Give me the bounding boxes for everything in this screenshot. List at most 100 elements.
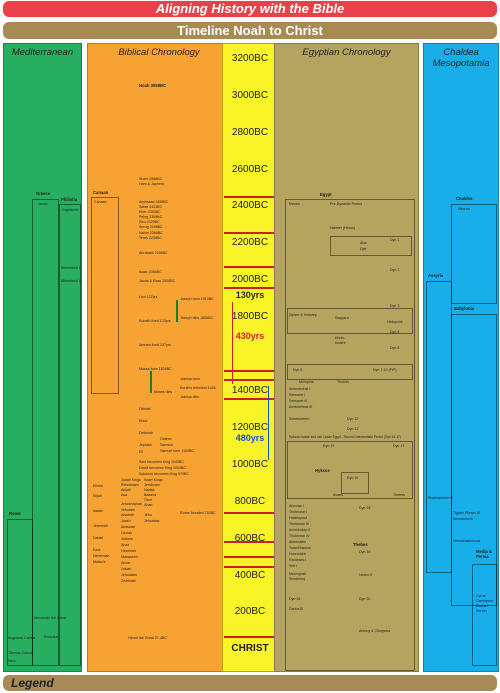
judah-king-1: Rehoboam	[121, 483, 139, 487]
judah-king-8: Amaziah	[121, 525, 135, 529]
judah-king-15: Josiah	[121, 567, 132, 571]
joshua-born-label: Joshua born	[180, 377, 200, 381]
event-line	[224, 636, 276, 638]
judge-samuel: Samuel born 1100BC	[160, 449, 195, 453]
egyptian-title: Egyptian Chronology	[302, 47, 391, 58]
judah-king-7: Joash	[121, 519, 131, 523]
joseph-born-label: Joseph born 1914BC	[180, 297, 214, 301]
egypt-dyn18: Dyn 18	[359, 506, 371, 510]
egypt-hyksos-rule: Hyksos invade and rule Lower Egypt - Sec…	[289, 435, 401, 439]
tick-1000bc: 1000BC	[231, 459, 269, 470]
egypt-dyn30: Darius III	[289, 607, 304, 611]
babylonia-box	[451, 314, 497, 606]
event-line	[224, 196, 276, 198]
judge-jephtah: Jephtah	[139, 443, 152, 447]
israel-king-2: Nadab	[144, 488, 155, 492]
tick-800bc: 800BC	[234, 496, 266, 507]
egypt-dyn17: Dyn 17	[393, 444, 405, 448]
page-title: Aligning History with the Bible	[155, 1, 345, 16]
chaldea-darius: Darius I	[476, 604, 489, 608]
tick-2600bc: 2600BC	[231, 164, 269, 175]
egypt-memphis: Memphis	[299, 380, 314, 384]
judah-king-10: Jotham	[121, 537, 133, 541]
egypt-predynastic: Pre-Dynastic Period	[330, 202, 362, 206]
judah-king-16: Jehoiakim	[121, 573, 138, 577]
legend-bar[interactable]: Legend	[3, 675, 497, 691]
egypt-dyn27: Dyn 30	[359, 597, 371, 601]
media-box	[472, 564, 497, 666]
egypt-seti1: Seti I	[289, 564, 298, 568]
noah-label: Noah 3058BC	[139, 83, 166, 88]
philistia-box	[59, 204, 81, 666]
judge-othniel: Othniel	[139, 407, 151, 411]
king-david: David becomes King 1003BC	[139, 466, 186, 470]
patriarch-arphaxad: Arphaxad 2458BC	[139, 200, 169, 204]
prophet-isaiah: Isaiah	[93, 509, 103, 513]
egypt-dyn7-10: Dyn 7-10 (FIP)	[373, 368, 397, 372]
augustus-label: Augustus Caesar	[8, 636, 36, 640]
egypt-thebes-lower: Thebes	[353, 542, 368, 547]
egypt-tutankhamun: Tutankhamun	[289, 546, 311, 550]
judah-king-5: Jehoram	[121, 508, 135, 512]
hyksos-box	[287, 441, 413, 499]
egypt-avaris: Avaris	[333, 493, 343, 497]
egypt-khafre: Khafre	[335, 341, 346, 345]
event-line	[224, 541, 276, 543]
egypt-dyn6: Dyn 6	[293, 368, 303, 372]
judah-king-12: Hezekiah	[121, 549, 136, 553]
israel-king-6: Jehu	[144, 513, 152, 517]
page-subtitle: Timeline Noah to Christ	[177, 23, 323, 38]
egypt-amenemhat3: Amenemhat III	[289, 405, 313, 409]
egypt-aha: Aha	[360, 241, 367, 245]
joshua-dies-label: Joshua dies	[180, 395, 200, 399]
christ-label: CHRIST	[231, 643, 269, 654]
babylonia-label: Babylonia	[454, 306, 475, 311]
egypt-heliopolis: Heliopolis	[387, 320, 403, 324]
judah-kings-header: Judah Kings	[121, 478, 141, 482]
canaan-box-label: Canaan	[94, 200, 107, 204]
patriarch-shem: Shem 2558BC	[139, 177, 163, 181]
nero-label: Nero	[8, 659, 16, 663]
judah-king-14: Amon	[121, 561, 131, 565]
egypt-dyn12: Dyn 12	[347, 417, 359, 421]
tick-2800bc: 2800BC	[231, 127, 269, 138]
app-title-bar: Aligning History with the Bible	[3, 1, 497, 17]
rome-box	[7, 519, 33, 666]
egypt-thutmose3: Thutmose III	[289, 522, 309, 526]
chaldea-nebuchadnezzar: Nebuchadnezzar	[453, 539, 481, 543]
tick-2000bc: 2000BC	[231, 274, 269, 285]
egypt-dyn16: Dyn 16	[347, 476, 359, 480]
chaldea-xerxes: Xerxes	[476, 609, 488, 613]
jacob-label: Jacob & Esau 2006BC	[139, 279, 176, 283]
assyria-box	[426, 281, 452, 573]
abimelech-1-label: Abimelech I	[61, 266, 80, 270]
judah-king-2: Abijah	[121, 488, 131, 492]
greece-label: Greece	[36, 191, 51, 196]
chaldea-nimrod: Nimrod	[458, 207, 470, 211]
egypt-merneptah: Merneptah	[289, 572, 307, 576]
patriarch-ham: Ham & Japheth	[139, 182, 164, 186]
tick-1800bc: 1800BC	[231, 311, 269, 322]
egypt-senusret3: Senusret III	[289, 399, 308, 403]
judah-king-9: Uzziah	[121, 531, 132, 535]
judah-king-13: Manasseh	[121, 555, 138, 559]
king-solomon: Solomon becomes King 970BC	[139, 472, 189, 476]
judge-deborah: Deborah	[139, 431, 153, 435]
tick-3000bc: 3000BC	[231, 90, 269, 101]
prophet-elisha: Elisha	[93, 484, 103, 488]
egypt-horemheb: Horemheb	[289, 552, 306, 556]
herod-label: Herod the Great 37-4BC	[128, 636, 167, 640]
span-bracket-480	[268, 386, 269, 460]
egypt-label: Egypt	[320, 192, 332, 197]
daniel-note: Rome founded 753BC	[180, 511, 216, 515]
prophet-nehemiah: Nehemiah	[93, 554, 110, 558]
moses-dies-label: Moses dies	[154, 390, 173, 394]
egypt-djoser: Djoser & Imhotep	[289, 313, 317, 317]
tick-2200bc: 2200BC	[231, 237, 269, 248]
subtitle-bar: Timeline Noah to Christ	[3, 22, 497, 39]
prophet-ezra: Ezra	[93, 548, 101, 552]
patriarch-nahor: Nahor 2268BC	[139, 231, 163, 235]
korah-label: Korah's rebellion 1426	[180, 386, 216, 390]
abimelech-2-label: Abimelech II	[61, 279, 81, 283]
judah-king-4: Jehoshaphat	[121, 502, 142, 506]
